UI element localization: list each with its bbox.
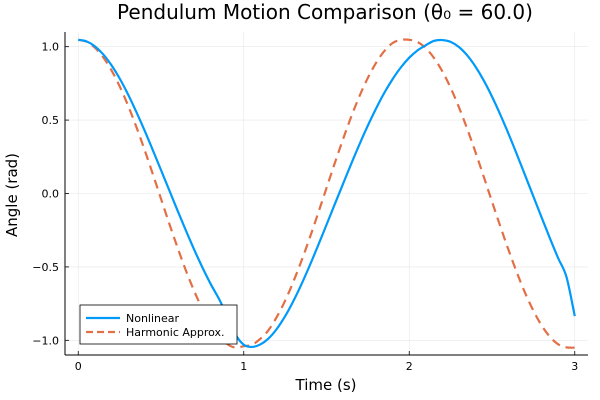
tick-marks: 0 1 2 3 −1.0 −0.5 0.0 0.5 1.0 bbox=[32, 41, 578, 373]
x-tick-label: 2 bbox=[406, 360, 413, 373]
plot-area bbox=[77, 38, 576, 349]
y-tick-label: 1.0 bbox=[42, 41, 60, 54]
series-line-nonlinear bbox=[78, 38, 576, 349]
series-line-harmonic bbox=[77, 38, 575, 349]
legend-label: Harmonic Approx. bbox=[126, 326, 225, 339]
y-tick-label: −0.5 bbox=[32, 261, 59, 274]
y-tick-label: 0.0 bbox=[42, 188, 60, 201]
legend-label: Nonlinear bbox=[126, 312, 180, 325]
chart-title: Pendulum Motion Comparison (θ₀ = 60.0) bbox=[117, 0, 533, 24]
x-tick-label: 3 bbox=[571, 360, 578, 373]
y-axis-label: Angle (rad) bbox=[3, 153, 21, 237]
y-tick-label: 0.5 bbox=[42, 114, 60, 127]
y-tick-label: −1.0 bbox=[32, 334, 59, 347]
grid-lines bbox=[65, 32, 588, 355]
x-tick-label: 0 bbox=[75, 360, 82, 373]
x-axis-label: Time (s) bbox=[295, 376, 357, 394]
x-tick-label: 1 bbox=[240, 360, 247, 373]
legend-box bbox=[79, 304, 238, 345]
